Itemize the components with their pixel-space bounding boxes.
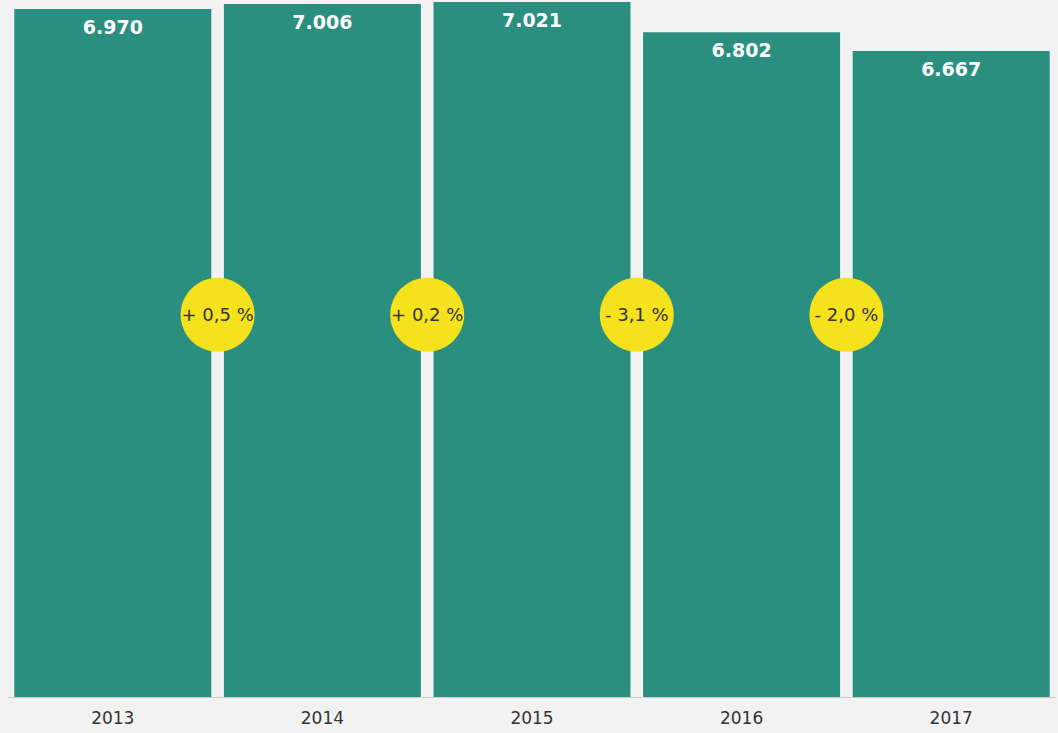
- svg-text:6.802: 6.802: [712, 39, 772, 61]
- svg-text:6.970: 6.970: [83, 16, 143, 38]
- svg-text:2016: 2016: [720, 708, 763, 728]
- svg-text:- 3,1 %: - 3,1 %: [605, 304, 669, 325]
- svg-text:2013: 2013: [91, 708, 134, 728]
- svg-text:2014: 2014: [301, 708, 344, 728]
- svg-text:7.021: 7.021: [502, 9, 562, 31]
- svg-text:7.006: 7.006: [292, 11, 352, 33]
- svg-text:2017: 2017: [930, 708, 973, 728]
- svg-text:2015: 2015: [510, 708, 553, 728]
- svg-text:6.667: 6.667: [921, 58, 981, 80]
- svg-text:- 2,0 %: - 2,0 %: [815, 304, 879, 325]
- svg-text:+ 0,2 %: + 0,2 %: [391, 304, 463, 325]
- svg-text:+ 0,5 %: + 0,5 %: [181, 304, 253, 325]
